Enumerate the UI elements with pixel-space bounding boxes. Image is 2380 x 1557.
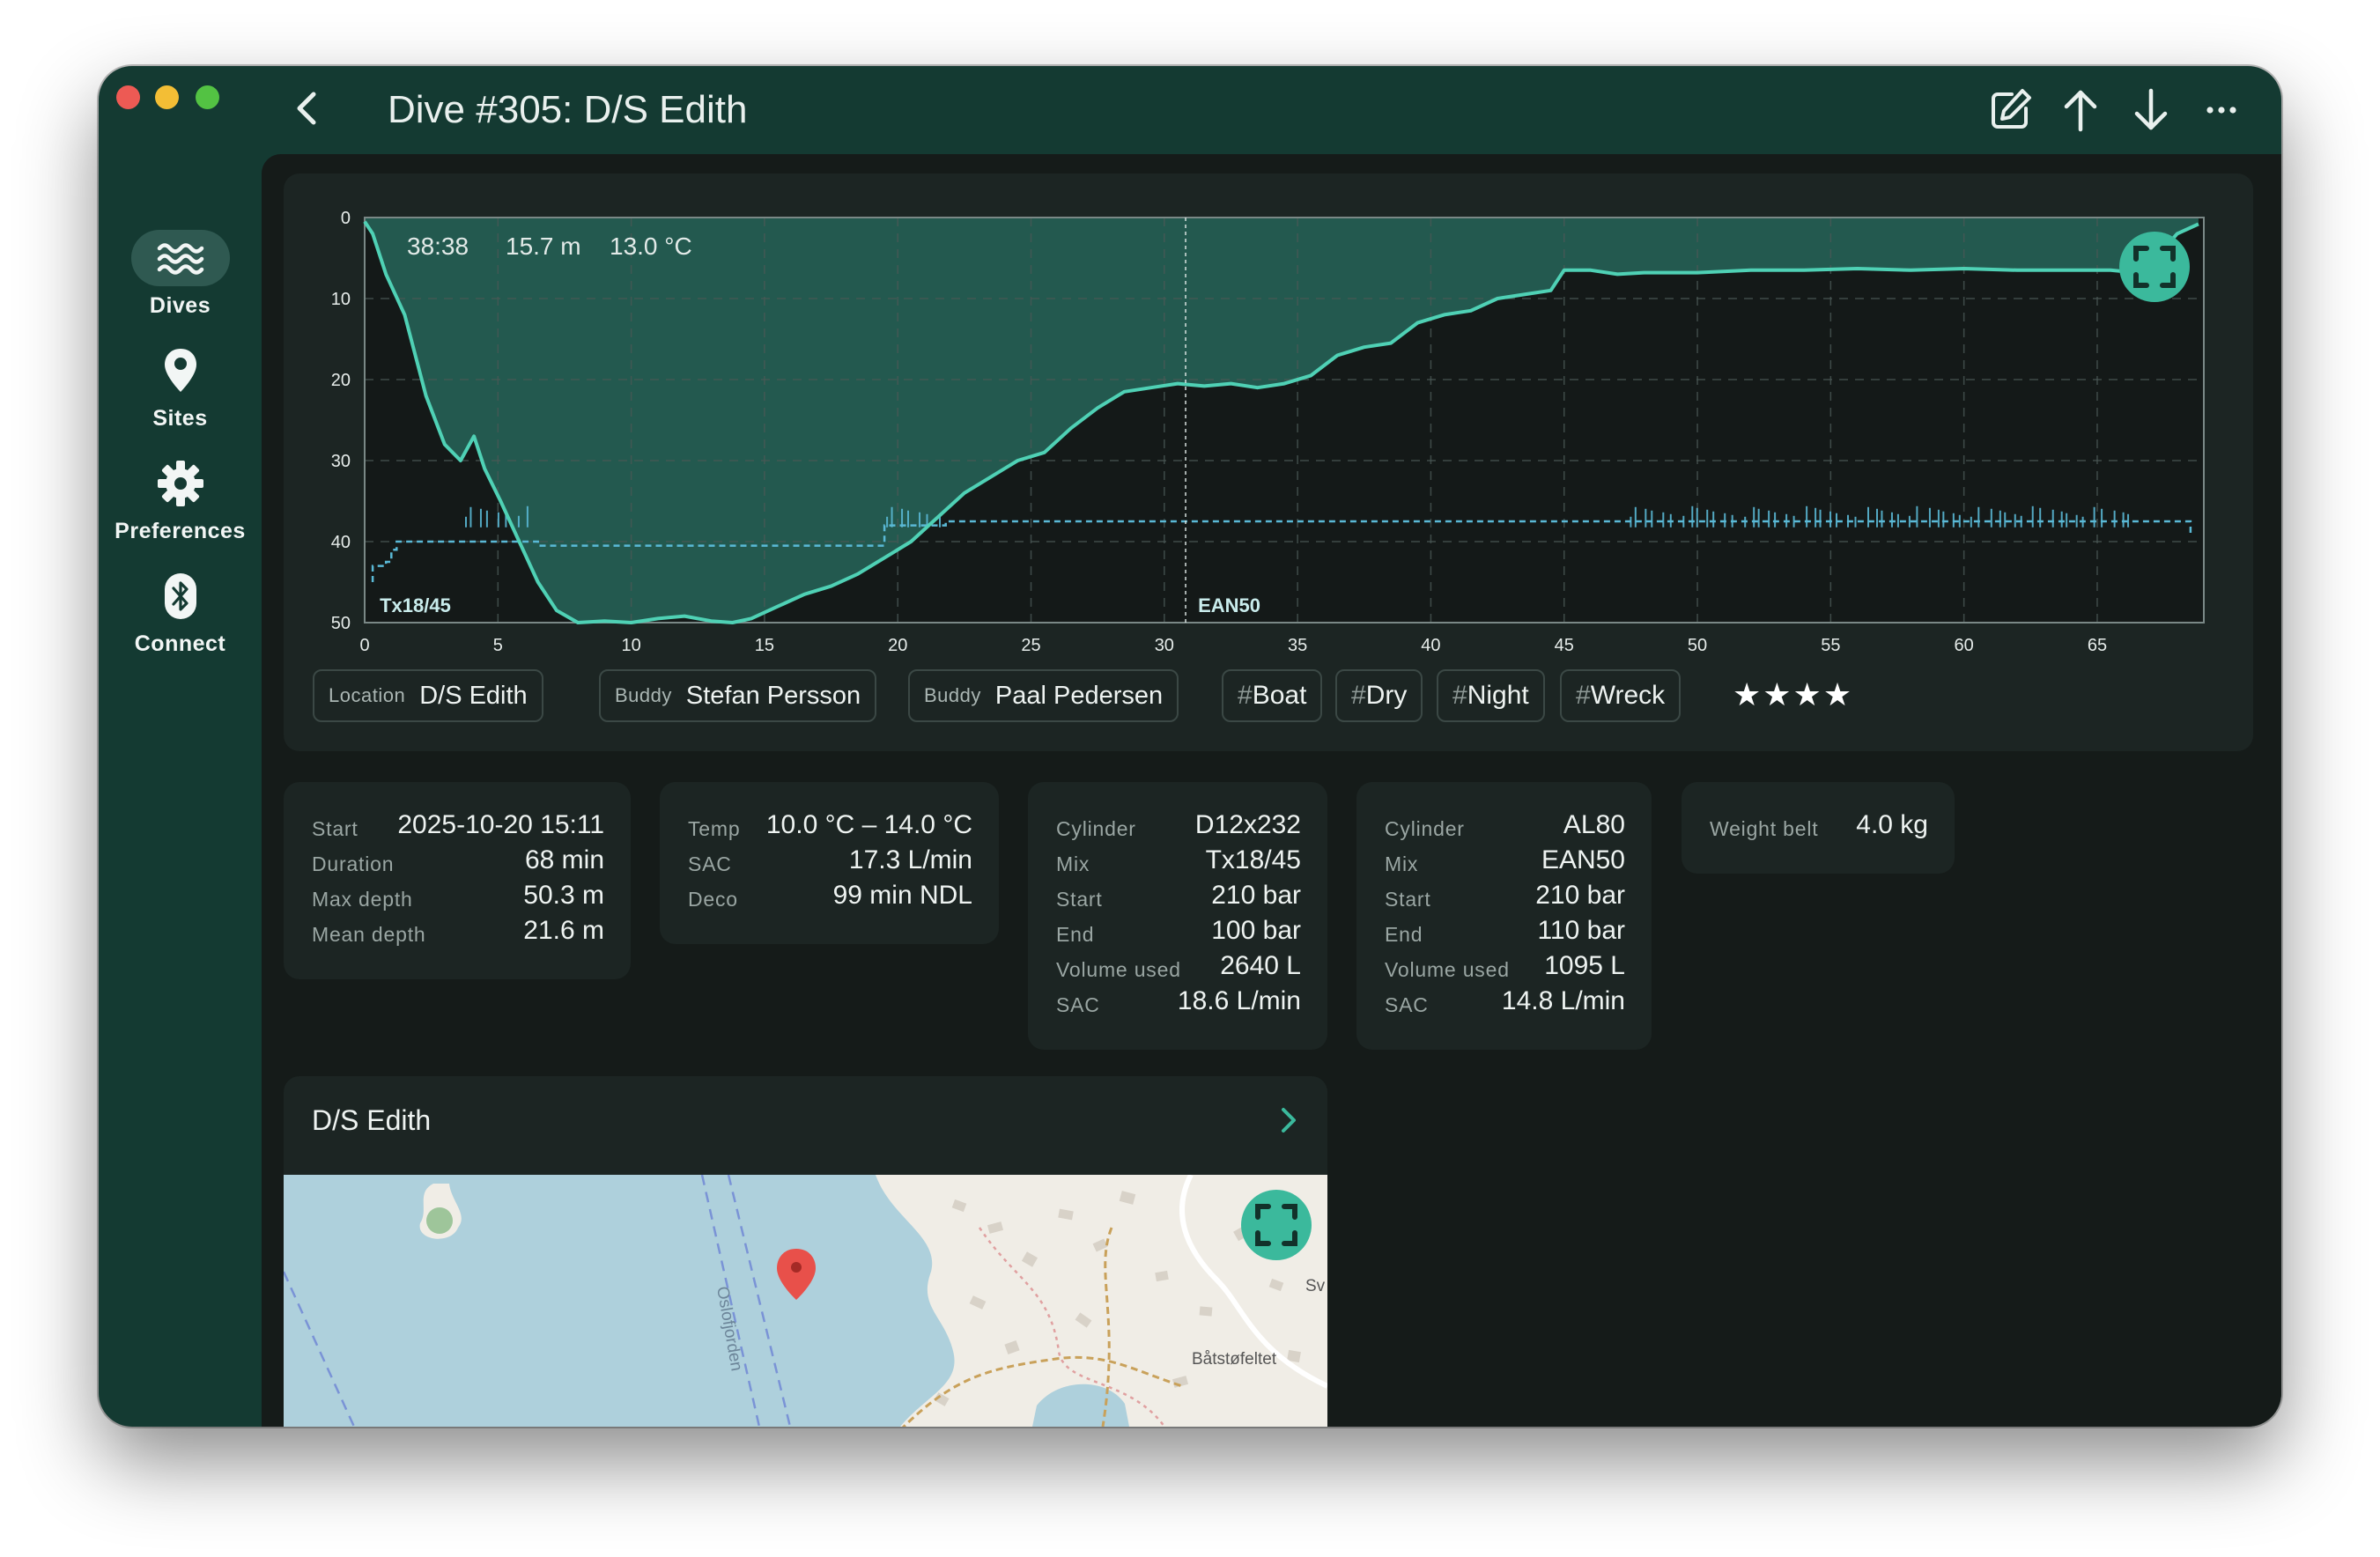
minimize-window-button[interactable] [155,85,179,109]
back-button[interactable] [285,85,329,131]
rating-stars[interactable]: ★★★★ [1733,676,1854,712]
gear-icon [131,455,230,512]
expand-icon [2133,272,2149,288]
x-tick-label: 40 [1421,636,1440,655]
arrow-down-icon [2134,88,2168,130]
y-tick-label: 50 [331,614,351,633]
sidebar-item-connect[interactable]: Connect [99,568,262,657]
tag-chip-boat[interactable]: # Boat [1222,669,1323,722]
location-marker-icon [777,1249,816,1300]
site-map[interactable]: Oslofjorden Båtstøfeltet Sv [284,1175,1327,1427]
sidebar-item-sites[interactable]: Sites [99,343,262,432]
sidebar-item-label: Connect [134,631,226,656]
summary-card: Start 2025-10-20 15:11 Duration 68 min Max… [284,782,631,979]
location-chip[interactable]: Location D/S Edith [313,669,543,722]
tag-chip-wreck[interactable]: # Wreck [1560,669,1682,722]
x-tick-label: 10 [621,636,640,655]
tag-chip-night[interactable]: # Night [1437,669,1545,722]
buddy-chip[interactable]: Buddy Paal Pedersen [908,669,1179,722]
zoom-window-button[interactable] [196,85,219,109]
expand-icon [2160,246,2176,262]
page-title: Dive #305: D/S Edith [388,88,748,131]
buddy-chip[interactable]: Buddy Stefan Persson [599,669,877,722]
sidebar-item-label: Dives [149,293,211,318]
dive-profile-chart[interactable]: 0 5 10 15 20 25 30 35 40 45 50 55 60 65 0 10 20 30 40 50 38:… [284,173,2253,663]
site-title: D/S Edith [312,1104,432,1136]
edit-button[interactable] [1985,85,2035,135]
sidebar-item-label: Sites [152,406,208,431]
expand-icon [2160,272,2176,288]
x-tick-label: 60 [1955,636,1974,655]
dive-profile-card: 0 5 10 15 20 25 30 35 40 45 50 55 60 65 0 10 20 30 40 50 38:… [284,173,2253,751]
sidebar-item-label: Preferences [115,519,246,543]
x-tick-label: 55 [1821,636,1840,655]
close-window-button[interactable] [116,85,140,109]
chevron-right-icon[interactable] [1271,1101,1306,1140]
readout-time: 38:38 [407,232,469,260]
back-icon [297,92,316,125]
y-tick-label: 10 [331,290,351,309]
next-dive-button[interactable] [2126,85,2176,135]
app-window: Dive #305: D/S Edith [99,66,2281,1427]
sidebar-item-preferences[interactable]: Preferences [99,455,262,544]
conditions-card: Temp 10.0 °C – 14.0 °C SAC 17.3 L/min Deco… [660,782,999,944]
x-tick-label: 0 [359,636,369,655]
x-tick-label: 35 [1288,636,1307,655]
map-label-edge: Sv [1305,1277,1326,1295]
weight-card: Weight belt 4.0 kg [1682,782,1955,874]
bluetooth-icon [131,568,230,624]
x-tick-label: 15 [755,636,774,655]
sidebar-item-dives[interactable]: Dives [99,230,262,319]
more-button[interactable] [2197,85,2246,135]
gas-label: EAN50 [1198,594,1260,616]
expand-icon [2133,246,2149,262]
cylinder-card-2: Cylinder AL80 Mix EAN50 Start 210 bar End 11… [1356,782,1652,1050]
location-pin-icon [131,343,230,399]
x-tick-label: 45 [1555,636,1574,655]
site-map-card: D/S Edith [284,1076,1327,1427]
previous-dive-button[interactable] [2056,85,2105,135]
waves-icon [130,230,230,286]
tag-chip-dry[interactable]: # Dry [1335,669,1423,722]
edit-icon [1992,89,2031,129]
dive-detail-content: 0 5 10 15 20 25 30 35 40 45 50 55 60 65 0 10 20 30 40 50 38:… [262,154,2281,1427]
depth-line [363,220,2199,624]
x-tick-label: 65 [2088,636,2107,655]
x-tick-label: 5 [493,636,503,655]
ppo2-line [371,520,2192,582]
x-tick-label: 25 [1021,636,1040,655]
x-tick-label: 50 [1688,636,1707,655]
x-tick-label: 20 [888,636,907,655]
y-tick-label: 30 [331,452,351,471]
plot-border [364,217,2205,624]
y-tick-label: 0 [341,209,351,228]
more-icon [2206,107,2236,114]
chart-expand-button[interactable] [2119,232,2190,302]
readout-temp: 13.0 °C [610,232,692,260]
x-tick-label: 30 [1155,636,1174,655]
arrow-up-icon [2064,90,2097,132]
gas-label: Tx18/45 [380,594,451,616]
cylinder-card-1: Cylinder D12x232 Mix Tx18/45 Start 210 bar … [1028,782,1327,1050]
y-tick-label: 20 [331,371,351,390]
map-label-place: Båtstøfeltet [1192,1350,1277,1369]
depth-area [365,218,2199,623]
y-tick-label: 40 [331,533,351,552]
readout-depth: 15.7 m [506,232,581,260]
map-expand-button[interactable] [1241,1190,1312,1260]
